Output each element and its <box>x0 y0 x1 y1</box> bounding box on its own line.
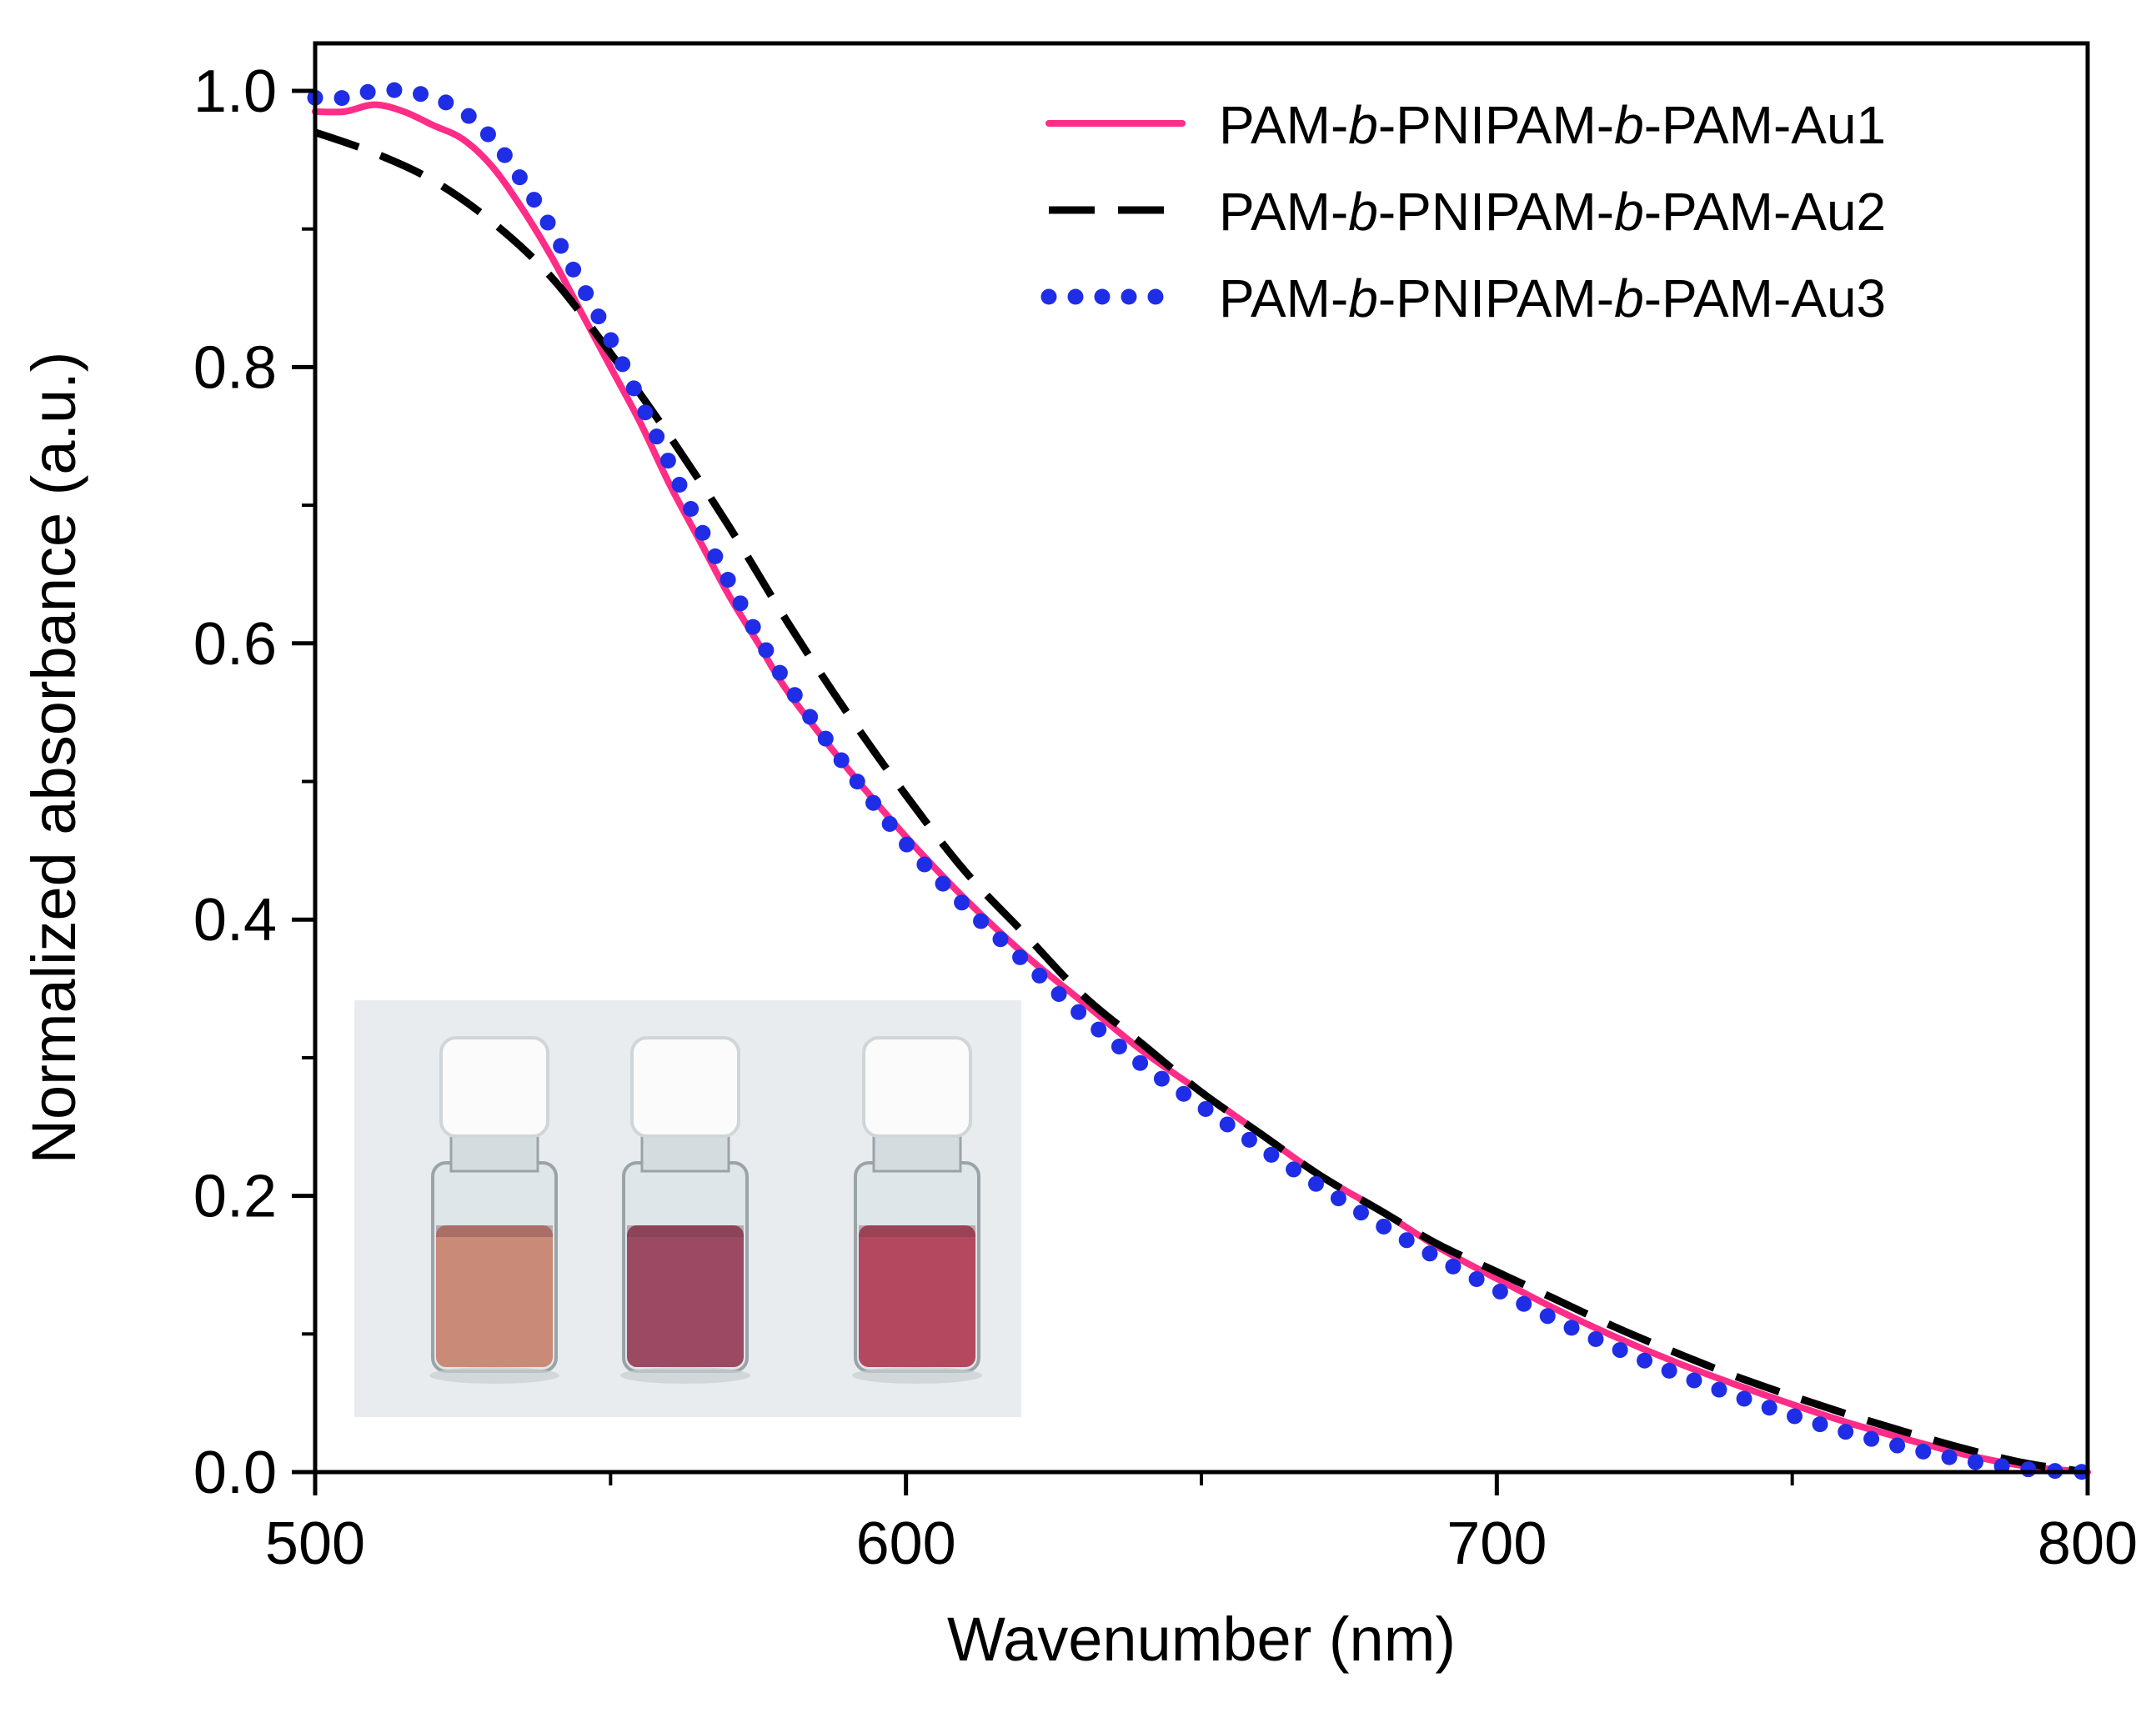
vial-shadow <box>852 1367 982 1384</box>
legend-label-part: -PNIPAM- <box>1378 182 1614 242</box>
vial-liquid <box>859 1225 975 1367</box>
vial-cap <box>862 1036 972 1138</box>
vial-liquid <box>627 1225 744 1367</box>
x-axis: 500 600 700 800 <box>265 1472 2138 1577</box>
vial-shadow <box>429 1367 559 1384</box>
y-tick-label: 1.0 <box>193 58 277 125</box>
legend-label-part: b <box>1614 95 1644 155</box>
vial-cap <box>630 1036 740 1138</box>
legend-label-part: b <box>1348 95 1378 155</box>
legend-label-part: PAM- <box>1219 95 1348 155</box>
legend-label-part: b <box>1614 182 1644 242</box>
legend: PAM-b-PNIPAM-b-PAM-Au1PAM-b-PNIPAM-b-PAM… <box>1040 95 1886 328</box>
series-line-au2 <box>313 128 2088 1476</box>
legend-label-part: -PNIPAM- <box>1378 95 1614 155</box>
inset-photo <box>354 1000 1021 1417</box>
x-tick-label: 700 <box>1447 1510 1547 1577</box>
x-tick-label: 600 <box>856 1510 956 1577</box>
vial-meniscus <box>627 1225 744 1237</box>
legend-label-au2: PAM-b-PNIPAM-b-PAM-Au2 <box>1219 182 1886 242</box>
legend-label-part: -PAM-Au2 <box>1644 182 1886 242</box>
legend-label-part: b <box>1614 268 1644 328</box>
series-line-au3 <box>307 82 2096 1480</box>
legend-label-au1: PAM-b-PNIPAM-b-PAM-Au1 <box>1219 95 1886 155</box>
legend-label-part: -PAM-Au3 <box>1644 268 1886 328</box>
legend-label-part: PAM- <box>1219 182 1348 242</box>
vial-liquid <box>436 1225 553 1367</box>
vial-3 <box>852 1036 982 1384</box>
legend-label-part: PAM- <box>1219 268 1348 328</box>
vial-cap <box>439 1036 549 1138</box>
y-axis: 0.0 0.2 0.4 0.6 0.8 1.0 <box>193 58 315 1506</box>
x-axis-title: Wavenumber (nm) <box>947 1605 1456 1674</box>
y-tick-label: 0.6 <box>193 611 277 678</box>
x-tick-label: 800 <box>2038 1510 2138 1577</box>
y-tick-label: 0.0 <box>193 1440 277 1506</box>
vial-2 <box>620 1036 750 1384</box>
y-tick-label: 0.8 <box>193 334 277 401</box>
y-tick-label: 0.4 <box>193 887 277 954</box>
legend-label-au3: PAM-b-PNIPAM-b-PAM-Au3 <box>1219 268 1886 328</box>
legend-label-part: -PNIPAM- <box>1378 268 1614 328</box>
vial-meniscus <box>436 1225 553 1237</box>
legend-label-part: b <box>1348 268 1378 328</box>
x-tick-label: 500 <box>265 1510 365 1577</box>
y-axis-title: Normalized absorbance (a.u.) <box>19 352 88 1165</box>
vial-neck <box>872 1132 962 1173</box>
y-tick-label: 0.2 <box>193 1164 277 1230</box>
vial-shadow <box>620 1367 750 1384</box>
vial-neck <box>449 1132 539 1173</box>
vial-meniscus <box>859 1225 975 1237</box>
legend-label-part: b <box>1348 182 1378 242</box>
series-layer <box>307 82 2096 1480</box>
legend-label-part: -PAM-Au1 <box>1644 95 1886 155</box>
vial-neck <box>640 1132 730 1173</box>
vial-1 <box>429 1036 559 1384</box>
